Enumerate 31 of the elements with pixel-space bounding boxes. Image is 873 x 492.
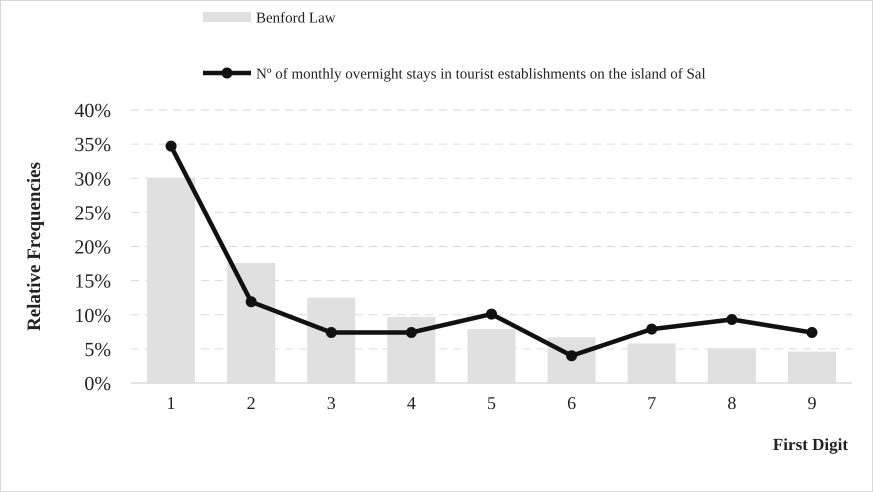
x-tick-label: 5 xyxy=(487,393,496,413)
y-tick-label: 40% xyxy=(74,100,111,122)
point xyxy=(486,308,497,320)
point xyxy=(406,326,417,338)
y-tick-label: 15% xyxy=(74,270,111,293)
x-axis-title: First Digit xyxy=(772,435,848,454)
x-tick-label: 2 xyxy=(246,393,256,413)
point xyxy=(726,314,738,326)
point xyxy=(806,326,818,338)
point xyxy=(166,140,177,152)
y-tick-label: 0% xyxy=(84,373,111,395)
x-tick-label: 8 xyxy=(727,393,736,413)
y-tick-label: 20% xyxy=(74,236,111,258)
x-tick-label: 6 xyxy=(567,393,576,413)
legend-label: Nº of monthly overnight stays in tourist establishments on the island of Sal xyxy=(256,66,706,82)
y-tick-label: 10% xyxy=(74,304,111,327)
y-tick-label: 30% xyxy=(74,168,111,190)
point xyxy=(566,350,578,362)
legend-label: Benford Law xyxy=(256,10,336,26)
x-tick-label: 1 xyxy=(166,393,176,413)
x-tick-label: 9 xyxy=(807,393,816,413)
point xyxy=(246,296,257,308)
x-tick-label: 3 xyxy=(326,393,336,413)
y-tick-label: 35% xyxy=(74,134,111,156)
x-tick-label: 7 xyxy=(647,393,656,413)
point xyxy=(646,324,658,335)
y-axis-title: Relative Frequencies xyxy=(24,162,45,332)
y-tick-label: 5% xyxy=(84,338,111,361)
point xyxy=(326,326,337,338)
y-tick-label: 25% xyxy=(74,202,111,224)
x-tick-label: 4 xyxy=(406,393,416,413)
